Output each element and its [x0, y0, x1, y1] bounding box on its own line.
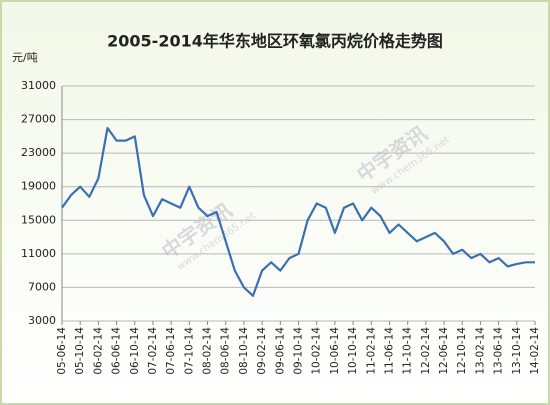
y-tick-label: 27000 — [21, 113, 56, 126]
y-tick-label: 31000 — [21, 79, 56, 92]
x-tick-label: 11-06-14 — [383, 327, 395, 375]
y-tick-label: 7000 — [28, 280, 56, 293]
chart-title: 2005-2014年华东地区环氧氯丙烷价格走势图 — [107, 32, 443, 51]
x-tick-label: 12-06-14 — [438, 327, 450, 375]
x-tick-label: 13-02-14 — [474, 327, 486, 375]
x-tick-label: 09-06-14 — [274, 327, 286, 375]
x-tick-label: 08-06-14 — [220, 327, 232, 375]
x-tick-label: 14-02-14 — [529, 327, 541, 375]
x-tick-label: 12-10-14 — [456, 327, 468, 375]
x-tick-label: 07-02-14 — [147, 327, 159, 375]
x-tick-label: 13-10-14 — [511, 327, 523, 375]
x-tick-label: 06-06-14 — [111, 327, 123, 375]
x-tick-label: 09-02-14 — [256, 327, 268, 375]
x-tick-label: 11-02-14 — [365, 327, 377, 375]
x-tick-label: 12-02-14 — [420, 327, 432, 375]
y-axis-label: 元/吨 — [12, 51, 38, 64]
x-tick-label: 10-06-14 — [329, 327, 341, 375]
y-tick-label: 3000 — [28, 314, 56, 327]
line-series — [61, 126, 535, 297]
x-tick-label: 05-06-14 — [56, 327, 68, 375]
x-tick-label: 07-06-14 — [165, 327, 177, 375]
y-tick-label: 23000 — [21, 146, 56, 159]
x-tick-label: 08-02-14 — [202, 327, 214, 375]
x-tick-label: 05-10-14 — [74, 327, 86, 375]
x-tick-label: 09-10-14 — [293, 327, 305, 375]
x-tick-label: 10-10-14 — [347, 327, 359, 375]
y-tick-label: 15000 — [21, 213, 56, 226]
x-tick-label: 11-10-14 — [402, 327, 414, 375]
x-tick-label: 08-10-14 — [238, 327, 250, 375]
x-tick-label: 07-10-14 — [183, 327, 195, 375]
x-tick-label: 10-02-14 — [311, 327, 323, 375]
x-tick-label: 06-02-14 — [92, 327, 104, 375]
x-tick-label: 06-10-14 — [129, 327, 141, 375]
y-tick-label: 11000 — [21, 247, 56, 260]
x-tick-label: 13-06-14 — [493, 327, 505, 375]
y-tick-label: 19000 — [21, 180, 56, 193]
